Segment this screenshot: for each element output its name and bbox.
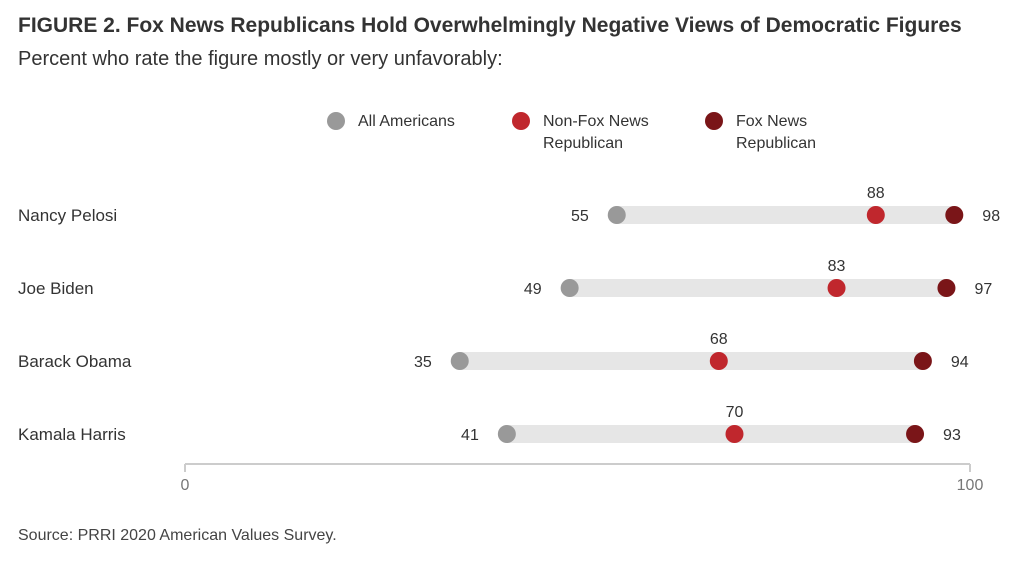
data-label: 97	[974, 281, 992, 298]
axis-tick-label: 100	[957, 477, 984, 494]
chart-rows: Nancy Pelosi 55 88 98 Joe Biden 49 83 97 Barack …	[18, 185, 1000, 444]
row-label: Barack Obama	[18, 352, 132, 371]
legend-marker	[705, 112, 723, 130]
data-label: 94	[951, 354, 969, 371]
data-point	[725, 425, 744, 443]
legend-marker	[512, 112, 530, 130]
data-point	[607, 206, 626, 224]
row-label: Nancy Pelosi	[18, 206, 117, 225]
legend-label: All Americans	[358, 113, 455, 130]
data-point	[709, 352, 728, 370]
chart-subtitle: Percent who rate the figure mostly or ve…	[18, 48, 503, 70]
data-point	[866, 206, 885, 224]
data-label: 88	[867, 185, 885, 202]
data-label: 98	[982, 208, 1000, 225]
source-note: Source: PRRI 2020 American Values Survey…	[18, 527, 337, 544]
data-point	[560, 279, 579, 297]
data-label: 70	[726, 404, 744, 421]
legend-label: Republican	[543, 135, 623, 152]
data-label: 83	[828, 258, 846, 275]
row-label: Kamala Harris	[18, 425, 126, 444]
data-label: 35	[414, 354, 432, 371]
data-point	[937, 279, 956, 297]
data-label: 93	[943, 427, 961, 444]
data-point	[945, 206, 964, 224]
legend-label: Fox News	[736, 113, 807, 130]
data-label: 55	[571, 208, 589, 225]
data-point	[450, 352, 469, 370]
x-axis: 0 100	[181, 463, 984, 494]
data-point	[906, 425, 925, 443]
data-point	[913, 352, 932, 370]
legend-marker	[327, 112, 345, 130]
legend-label: Republican	[736, 135, 816, 152]
row-label: Joe Biden	[18, 279, 94, 298]
data-label: 41	[461, 427, 479, 444]
legend: All Americans Non-Fox News Republican Fox N…	[327, 112, 816, 152]
data-point	[497, 425, 516, 443]
data-label: 68	[710, 331, 728, 348]
data-label: 49	[524, 281, 542, 298]
legend-label: Non-Fox News	[543, 113, 649, 130]
data-point	[827, 279, 846, 297]
axis-tick-label: 0	[181, 477, 190, 494]
chart-title: FIGURE 2. Fox News Republicans Hold Over…	[18, 14, 962, 37]
